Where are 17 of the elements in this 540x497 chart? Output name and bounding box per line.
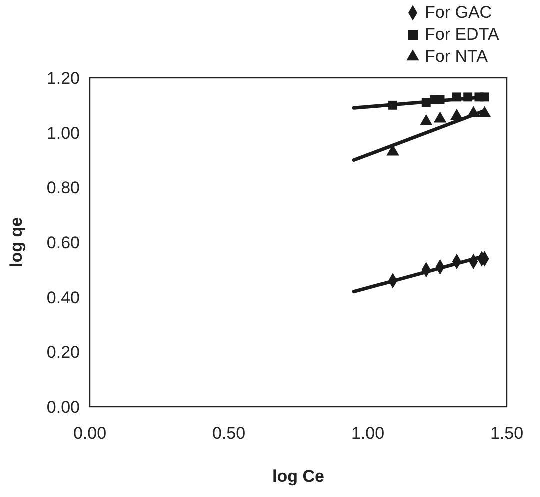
y-tick-label: 0.40 — [46, 288, 80, 308]
legend-label: For EDTA — [425, 25, 500, 44]
y-tick-label: 0.20 — [46, 343, 80, 362]
x-tick-label: 1.00 — [351, 424, 385, 443]
y-axis-title: log qe — [7, 217, 26, 268]
y-tick-label: 1.20 — [46, 69, 80, 88]
y-tick-label: 0.80 — [46, 178, 80, 198]
legend-label: For NTA — [425, 47, 489, 66]
x-axis-title: log Ce — [272, 467, 324, 486]
point — [420, 114, 433, 126]
x-tick-label: 0.00 — [73, 424, 107, 443]
y-tick-label: 1.00 — [46, 124, 80, 143]
y-tick-label: 0.00 — [46, 398, 80, 417]
legend-label: For GAC — [425, 3, 492, 22]
y-tick-label: 0.60 — [46, 234, 80, 252]
x-tick-label: 0.50 — [212, 424, 246, 443]
x-tick-label: 1.50 — [490, 424, 524, 443]
